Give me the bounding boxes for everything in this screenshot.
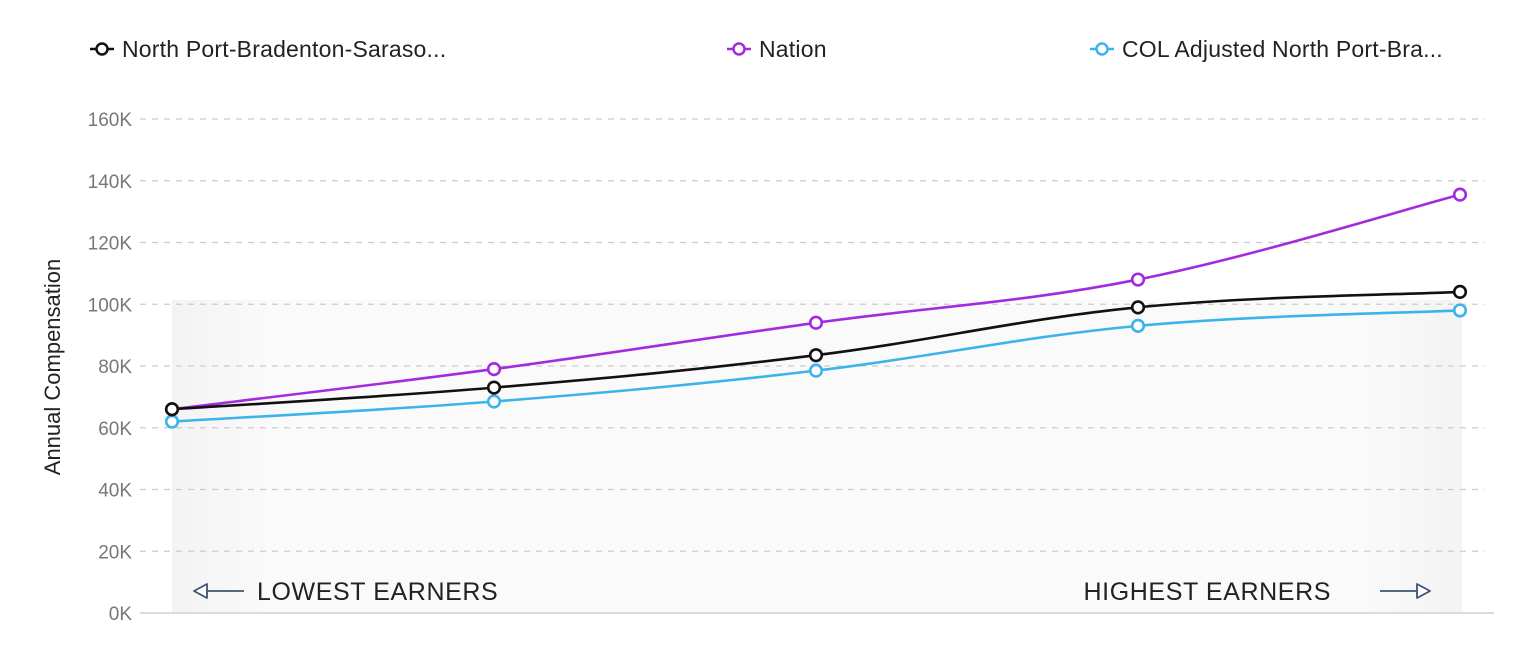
y-tick-label: 160K bbox=[88, 110, 133, 131]
data-point[interactable] bbox=[1452, 284, 1468, 300]
arrow-left-icon bbox=[193, 583, 244, 599]
data-point[interactable] bbox=[1130, 318, 1146, 333]
legend-marker-icon bbox=[1090, 42, 1114, 56]
y-tick-label: 100K bbox=[88, 295, 133, 316]
y-tick-label: 140K bbox=[88, 172, 133, 193]
data-point[interactable] bbox=[1452, 187, 1468, 202]
y-tick-label: 20K bbox=[98, 542, 132, 563]
data-point[interactable] bbox=[808, 363, 824, 378]
data-point[interactable] bbox=[486, 361, 502, 377]
series-lines bbox=[164, 187, 1468, 429]
lowest-earners-label: LOWEST EARNERS bbox=[257, 578, 498, 606]
y-tick-label: 40K bbox=[98, 481, 132, 502]
y-axis-ticks: 0K 20K 40K 60K 80K 100K 120K 140K 160K bbox=[88, 110, 133, 625]
legend-item-north-port[interactable]: North Port-Bradenton-Saraso... bbox=[90, 30, 446, 68]
data-point[interactable] bbox=[808, 348, 824, 363]
legend-marker-icon bbox=[90, 42, 114, 56]
data-point[interactable] bbox=[486, 380, 502, 395]
data-point[interactable] bbox=[164, 414, 180, 429]
data-point[interactable] bbox=[1452, 303, 1468, 318]
earners-band bbox=[172, 300, 1462, 612]
series-col-adjusted-north-port-bra bbox=[164, 303, 1468, 429]
series-north-port-bradenton-saraso bbox=[164, 284, 1468, 417]
y-tick-label: 60K bbox=[98, 419, 132, 440]
y-tick-label: 80K bbox=[98, 357, 132, 378]
legend-label: North Port-Bradenton-Saraso... bbox=[122, 35, 447, 62]
y-tick-label: 120K bbox=[88, 234, 133, 255]
highest-earners-label: HIGHEST EARNERS bbox=[1084, 578, 1331, 606]
legend-marker-icon bbox=[727, 42, 751, 56]
data-point[interactable] bbox=[1130, 272, 1146, 287]
data-point[interactable] bbox=[808, 315, 824, 330]
legend-label: COL Adjusted North Port-Bra... bbox=[1122, 35, 1443, 62]
legend-item-col-adjusted[interactable]: COL Adjusted North Port-Bra... bbox=[1090, 30, 1443, 68]
data-point[interactable] bbox=[164, 402, 180, 417]
data-point[interactable] bbox=[1130, 300, 1146, 315]
y-tick-label: 0K bbox=[109, 604, 133, 625]
arrow-right-icon bbox=[1380, 583, 1431, 599]
data-point[interactable] bbox=[486, 394, 502, 409]
y-axis-title: Annual Compensation bbox=[40, 259, 65, 475]
legend-label: Nation bbox=[759, 35, 827, 62]
legend-item-nation[interactable]: Nation bbox=[727, 30, 827, 68]
chart-legend: North Port-Bradenton-Saraso... Nation CO… bbox=[0, 30, 1536, 70]
